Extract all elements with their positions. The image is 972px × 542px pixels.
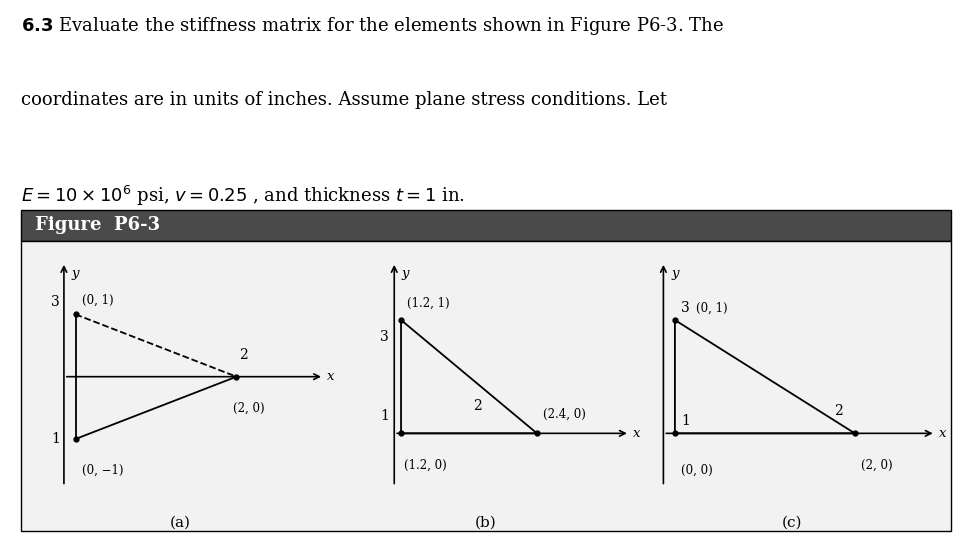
Text: (0, 1): (0, 1) bbox=[696, 302, 728, 315]
Text: 3: 3 bbox=[52, 295, 60, 309]
Text: 2: 2 bbox=[834, 404, 843, 418]
Text: coordinates are in units of inches. Assume plane stress conditions. Let: coordinates are in units of inches. Assu… bbox=[21, 91, 668, 109]
Text: y: y bbox=[72, 267, 79, 280]
Text: y: y bbox=[401, 267, 409, 280]
Text: $\bf{6.3}$ Evaluate the stiffness matrix for the elements shown in Figure P6-3. : $\bf{6.3}$ Evaluate the stiffness matrix… bbox=[21, 15, 724, 37]
Text: 3: 3 bbox=[681, 301, 690, 315]
Text: 2: 2 bbox=[473, 399, 482, 414]
Text: $E = 10 \times 10^6$ psi, $v = 0.25$ , and thickness $t = 1$ in.: $E = 10 \times 10^6$ psi, $v = 0.25$ , a… bbox=[21, 184, 466, 208]
Text: Figure  P6-3: Figure P6-3 bbox=[35, 216, 160, 235]
Text: x: x bbox=[939, 427, 946, 440]
Text: (1.2, 1): (1.2, 1) bbox=[407, 297, 450, 310]
Text: (2.4, 0): (2.4, 0) bbox=[543, 408, 586, 421]
Text: 1: 1 bbox=[52, 432, 60, 446]
Text: 3: 3 bbox=[380, 330, 389, 344]
Text: (1.2, 0): (1.2, 0) bbox=[404, 459, 447, 472]
FancyBboxPatch shape bbox=[21, 210, 951, 241]
Text: (0, 1): (0, 1) bbox=[82, 294, 114, 307]
Text: x: x bbox=[327, 370, 334, 383]
Text: (a): (a) bbox=[170, 516, 191, 530]
Text: 2: 2 bbox=[239, 348, 248, 362]
Text: (0, −1): (0, −1) bbox=[82, 464, 123, 477]
Text: y: y bbox=[671, 267, 678, 280]
Text: 1: 1 bbox=[380, 409, 389, 423]
Text: x: x bbox=[633, 427, 641, 440]
Text: (2, 0): (2, 0) bbox=[861, 459, 892, 472]
Text: (0, 0): (0, 0) bbox=[681, 463, 712, 476]
Text: (2, 0): (2, 0) bbox=[233, 402, 265, 415]
Text: (c): (c) bbox=[781, 516, 802, 530]
Text: 1: 1 bbox=[681, 415, 690, 428]
FancyBboxPatch shape bbox=[21, 241, 951, 531]
Text: (b): (b) bbox=[475, 516, 497, 530]
